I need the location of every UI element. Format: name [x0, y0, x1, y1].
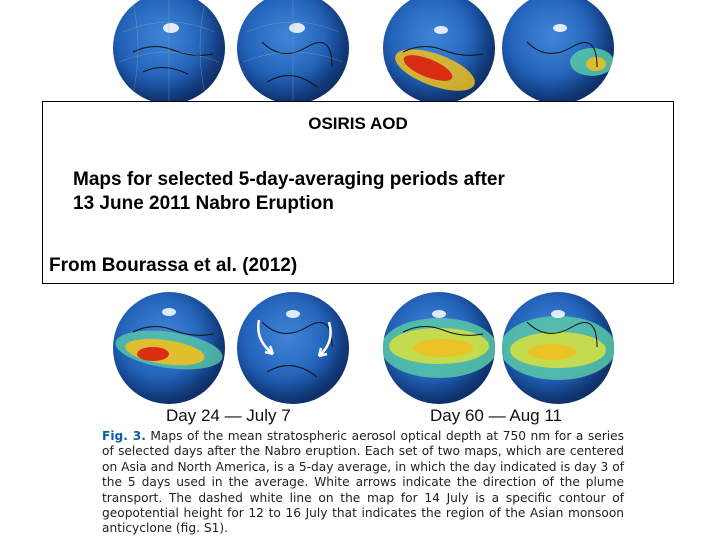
plume-arrow-left	[257, 319, 274, 355]
globe-top-2	[237, 0, 349, 104]
globe-top-3-map	[395, 26, 484, 91]
globe-top-1-map	[118, 0, 220, 104]
day-label-left: Day 24 — July 7	[166, 406, 291, 425]
globe-top-4-map	[526, 24, 614, 76]
figure-caption: Fig. 3. Maps of the mean stratospheric a…	[102, 429, 624, 537]
overlay-description-line-1: Maps for selected 5-day-averaging period…	[73, 169, 505, 190]
globe-top-4	[502, 0, 614, 104]
globe-top-3	[383, 0, 495, 104]
plume-arrow-right	[318, 321, 332, 357]
day-label-right: Day 60 — Aug 11	[430, 406, 562, 425]
globe-top-2-map	[242, 0, 344, 104]
globe-bottom-3-map	[383, 310, 495, 378]
figure-caption-text: Maps of the mean stratospheric aerosol o…	[102, 429, 624, 536]
globe-bottom-2	[237, 292, 349, 404]
overlay-source: From Bourassa et al. (2012)	[49, 255, 298, 276]
globe-bottom-4	[502, 292, 614, 404]
globe-bottom-3	[383, 292, 495, 404]
globe-bottom-1	[113, 292, 225, 404]
globe-bottom-4-map	[502, 310, 614, 380]
overlay-description-line-2: 13 June 2011 Nabro Eruption	[73, 193, 334, 214]
overlay-title: OSIRIS AOD	[308, 114, 408, 133]
overlay-text-box: OSIRIS AOD Maps for selected 5-day-avera…	[42, 101, 674, 284]
figure-caption-label: Fig. 3.	[102, 429, 146, 443]
globe-bottom-2-map	[257, 310, 333, 378]
globe-top-1	[113, 0, 225, 104]
globe-bottom-1-map	[115, 308, 223, 370]
overlay-description: Maps for selected 5-day-averaging period…	[73, 168, 653, 216]
